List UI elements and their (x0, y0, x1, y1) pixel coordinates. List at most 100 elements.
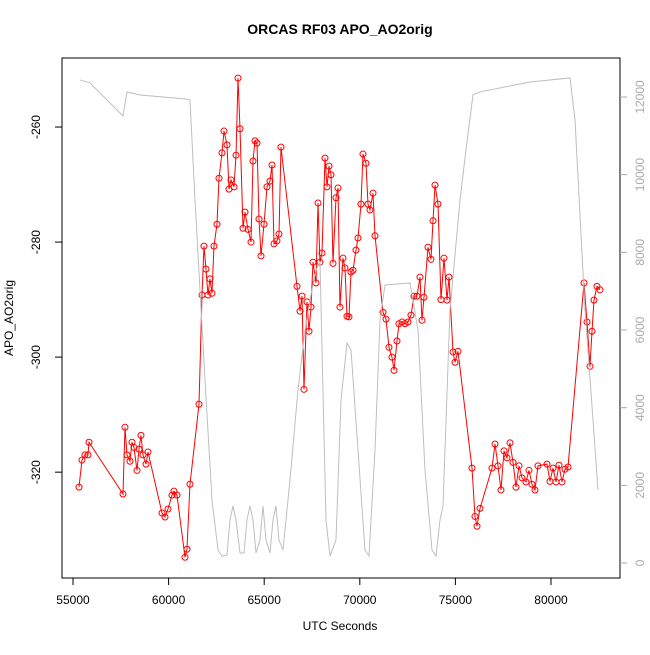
y2-tick-label: 2000 (633, 472, 647, 499)
data-point (443, 296, 451, 304)
data-point (339, 254, 347, 262)
data-point (491, 440, 499, 448)
data-point (473, 522, 481, 530)
data-point (543, 460, 551, 468)
data-point (427, 255, 435, 263)
data-point (168, 491, 176, 499)
data-point (515, 462, 523, 470)
data-point (336, 303, 344, 311)
data-point (202, 265, 210, 273)
data-point (534, 462, 542, 470)
data-point (512, 483, 520, 491)
data-point (382, 315, 390, 323)
data-point (119, 490, 127, 498)
data-point (590, 296, 598, 304)
data-point (181, 553, 189, 561)
data-point (277, 143, 285, 151)
data-point (195, 400, 203, 408)
x-tick-label: 55000 (56, 593, 90, 607)
data-point (257, 252, 265, 260)
data-point (476, 504, 484, 512)
data-point (586, 362, 594, 370)
data-point (300, 385, 308, 393)
data-point (424, 243, 432, 251)
data-point (503, 454, 511, 462)
x-tick-label: 75000 (439, 593, 473, 607)
y2-tick-label: 4000 (633, 394, 647, 421)
data-point (518, 474, 526, 482)
data-point (388, 353, 396, 361)
data-point (123, 451, 131, 459)
data-point (173, 491, 181, 499)
series-line (79, 77, 599, 558)
data-point (85, 438, 93, 446)
y-tick-label: -300 (29, 345, 43, 369)
data-point (206, 275, 214, 283)
data-point (454, 347, 462, 355)
x-tick-label: 70000 (343, 593, 377, 607)
data-point (555, 461, 563, 469)
data-point (263, 183, 271, 191)
data-point (249, 157, 257, 165)
data-point (440, 254, 448, 262)
data-point (332, 194, 340, 202)
y-tick-label: -280 (29, 230, 43, 254)
data-point (506, 439, 514, 447)
data-point (379, 308, 387, 316)
data-point (525, 466, 533, 474)
data-point (434, 200, 442, 208)
data-point (318, 249, 326, 257)
plot-frame (61, 57, 621, 579)
data-point (327, 171, 335, 179)
data-point (121, 423, 129, 431)
data-point (84, 451, 92, 459)
data-point (354, 234, 362, 242)
data-point (298, 292, 306, 300)
data-point (323, 183, 331, 191)
chart-title: ORCAS RF03 APO_AO2orig (247, 21, 432, 37)
data-point (359, 150, 367, 158)
data-point (468, 464, 476, 472)
data-point (500, 447, 508, 455)
data-point (137, 431, 145, 439)
data-point (410, 292, 418, 300)
data-point (133, 466, 141, 474)
data-point (362, 159, 370, 167)
data-point (341, 264, 349, 272)
data-point (345, 313, 353, 321)
data-point (253, 139, 261, 147)
data-point (186, 480, 194, 488)
data-point (144, 448, 152, 456)
data-point (307, 303, 315, 311)
data-point (293, 282, 301, 290)
data-point (334, 184, 342, 192)
data-point (420, 293, 428, 301)
data-point (164, 505, 172, 513)
data-point (352, 246, 360, 254)
data-point (404, 318, 412, 326)
data-point (357, 200, 365, 208)
data-point (204, 291, 212, 299)
data-point (255, 215, 263, 223)
data-point (215, 174, 223, 182)
data-point (239, 224, 247, 232)
data-point (268, 161, 276, 169)
data-point (371, 232, 379, 240)
data-point (596, 286, 604, 294)
x-tick-label: 60000 (152, 593, 186, 607)
data-point (75, 483, 83, 491)
data-point (210, 242, 218, 250)
data-point (494, 462, 502, 470)
data-point (213, 220, 221, 228)
data-point (549, 464, 557, 472)
data-point (369, 189, 377, 197)
data-point (522, 478, 530, 486)
data-point (234, 74, 242, 82)
y2-tick-label: 8000 (633, 239, 647, 266)
data-point (81, 451, 89, 459)
y-axis-label: APO_AO2orig (2, 280, 16, 356)
data-point (416, 273, 424, 281)
